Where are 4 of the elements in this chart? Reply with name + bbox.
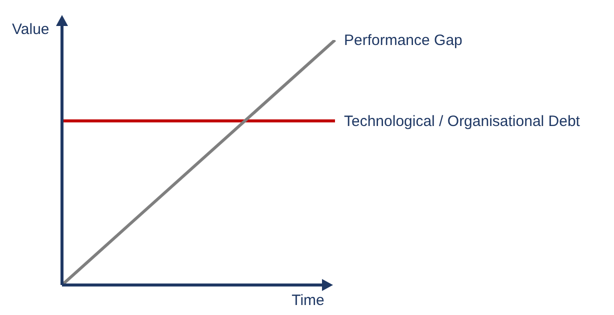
x-axis-title: Time <box>292 292 324 310</box>
series-label: Technological / Organisational Debt <box>344 112 581 130</box>
series-label: Performance Gap <box>344 32 462 50</box>
y-axis-title: Value <box>12 21 50 38</box>
